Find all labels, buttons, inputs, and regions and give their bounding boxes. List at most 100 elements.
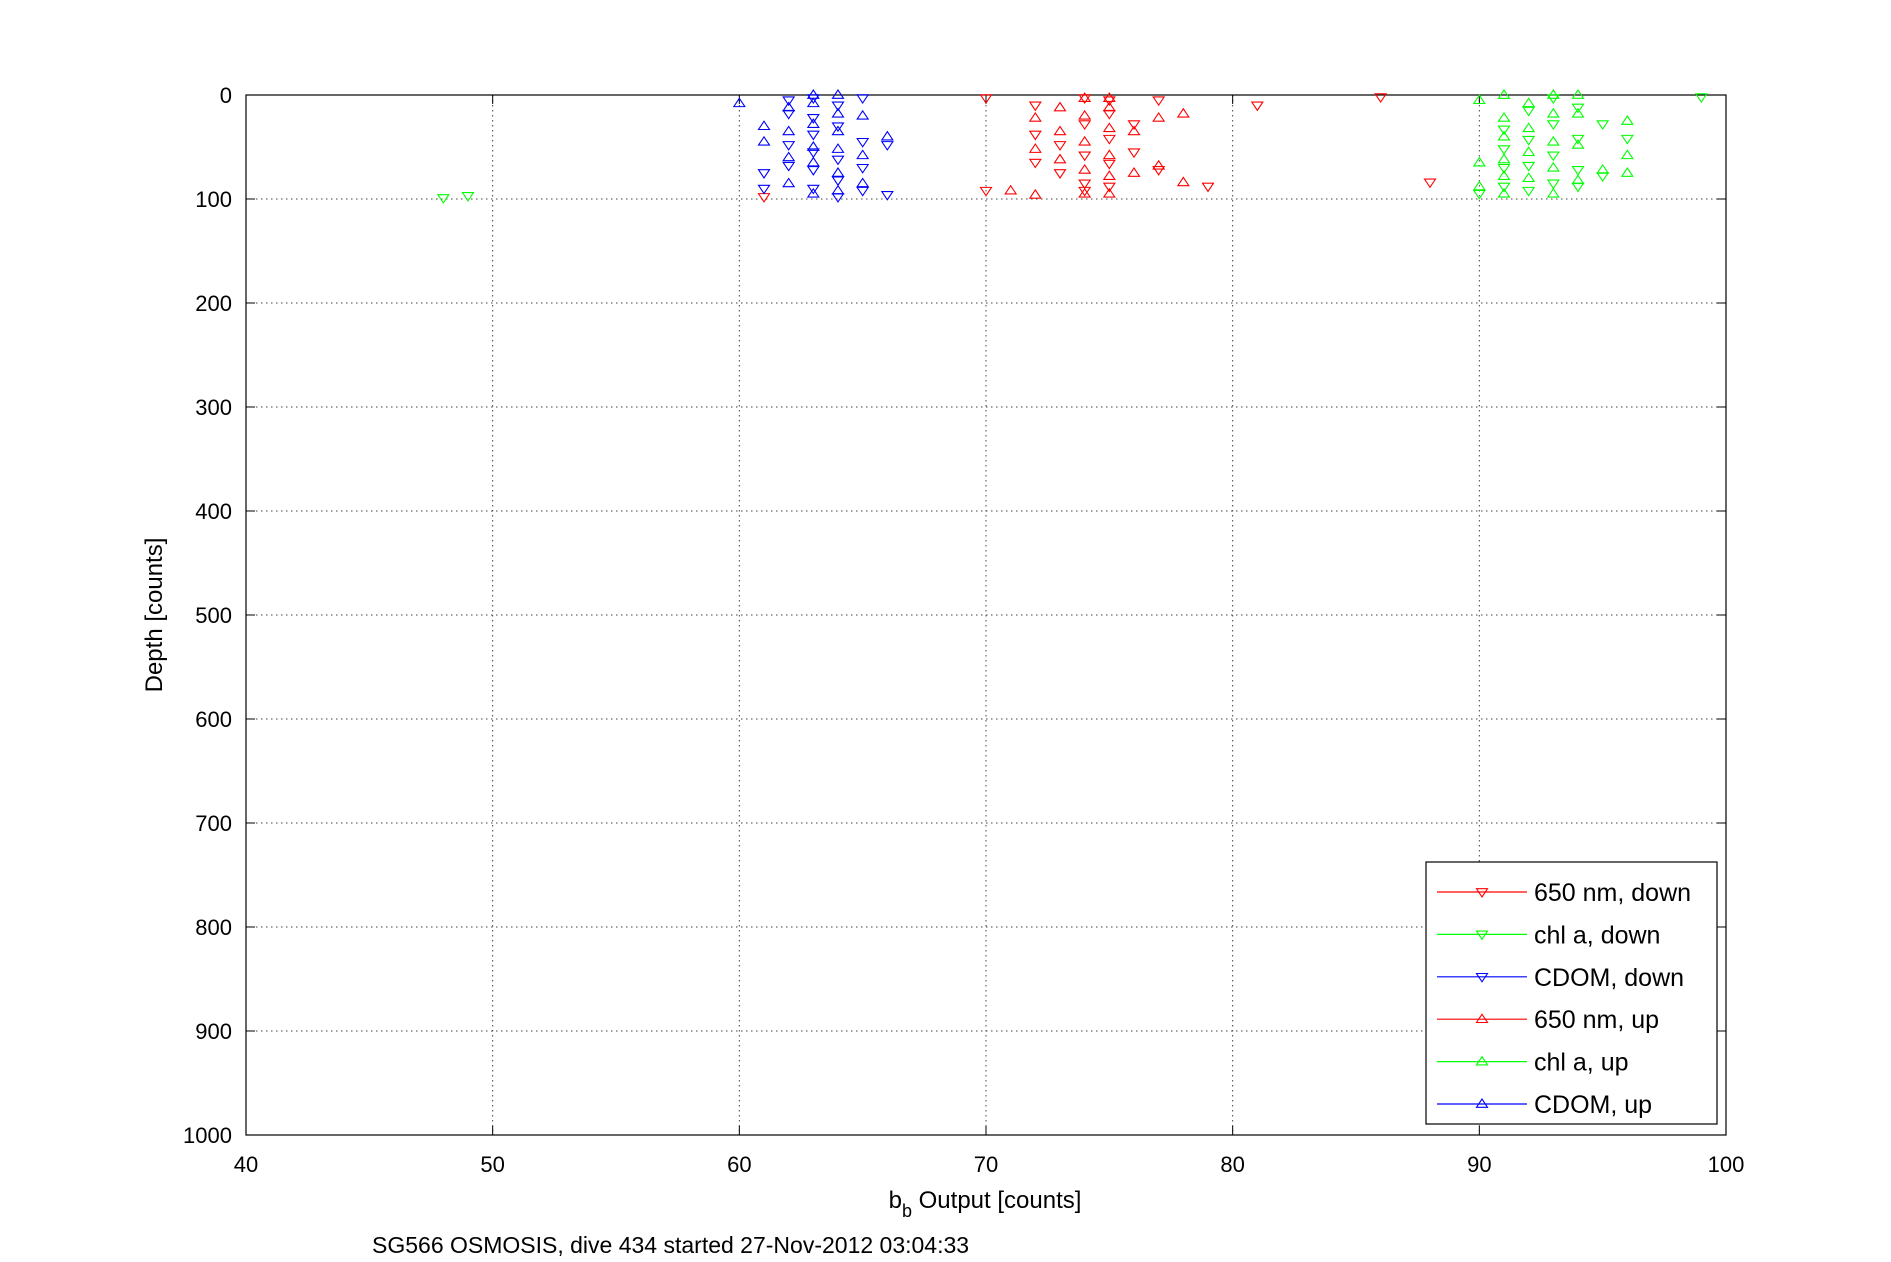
data-point-marker [831,167,845,177]
y-tick-label: 600 [195,707,232,732]
data-point-marker [1423,178,1437,189]
data-point-marker [831,155,845,166]
data-point-marker [1571,107,1585,118]
data-point-marker [1004,184,1018,195]
data-point-marker [782,177,796,188]
legend-marker [1475,1055,1489,1066]
legend-label: 650 nm, up [1534,1006,1659,1034]
data-point-marker [1546,107,1560,118]
data-point-marker [1053,101,1067,112]
legend-entry: CDOM, up [1437,1091,1652,1119]
data-point-marker [1078,135,1092,146]
data-point-marker [1522,97,1536,108]
data-point-marker [782,125,796,136]
legend-marker [1475,888,1489,898]
data-point-marker [1176,176,1190,187]
data-point-marker [806,97,820,108]
x-tick-label: 50 [480,1152,504,1177]
data-point-marker [1571,89,1585,99]
data-point-marker [1028,143,1042,153]
data-point-marker [1028,158,1042,169]
data-point-marker [1522,161,1536,172]
data-point-marker [1571,166,1585,176]
x-tick-labels: 40 50 60 70 80 90 100 [234,1152,1745,1177]
data-point-marker [1078,92,1092,102]
series-0-points [757,93,1437,203]
data-point-marker [1102,159,1116,170]
legend-marker [1475,1013,1489,1024]
data-point-marker [1546,120,1560,131]
data-point-marker [1127,167,1141,177]
data-point-marker [831,143,845,153]
data-point-marker [831,122,845,133]
data-point-marker [1620,149,1634,160]
data-point-marker [1053,169,1067,179]
data-point-marker [1078,179,1092,190]
data-point-marker [1201,182,1215,193]
data-point-marker [1497,111,1511,122]
data-point-marker [1250,101,1264,112]
series-5-points [732,89,894,198]
data-point-marker [1472,156,1486,167]
data-point-marker [979,94,993,105]
data-point-marker [1596,120,1610,131]
legend-marker [1475,930,1489,941]
legend-entry: CDOM, down [1437,964,1684,992]
legend-label: chl a, up [1534,1049,1629,1077]
data-point-marker [757,169,771,179]
data-point-marker [1078,187,1092,198]
data-point-marker [1522,135,1536,146]
x-tick-label: 60 [727,1152,751,1177]
data-point-marker [1102,101,1116,112]
data-point-marker [1028,130,1042,141]
data-point-marker [1152,159,1166,170]
data-point-marker [1546,94,1560,105]
data-point-marker [1472,189,1486,200]
data-point-marker [979,186,993,197]
legend-label: 650 nm, down [1534,879,1691,907]
data-point-marker [1596,163,1610,174]
y-tick-labels: 0 100 200 300 400 500 600 700 800 900 1000 [183,83,232,1148]
y-tick-label: 800 [195,915,232,940]
data-point-marker [1053,141,1067,151]
data-point-marker [806,148,820,159]
data-point-marker [806,130,820,141]
data-point-marker [1571,138,1585,149]
data-point-marker [1497,130,1511,141]
data-point-marker [1497,182,1511,193]
data-point-marker [1078,109,1092,120]
series-2-points [757,94,894,203]
data-point-marker [831,107,845,118]
data-point-marker [1053,153,1067,164]
legend-marker [1475,1098,1489,1108]
data-point-marker [806,114,820,124]
data-point-marker [806,118,820,128]
data-point-marker [1620,134,1634,145]
data-point-marker [1620,167,1634,177]
data-point-marker [1571,134,1585,145]
data-point-marker [1522,146,1536,157]
data-point-marker [1176,107,1190,118]
data-point-marker [1078,163,1092,174]
data-points [436,89,1708,204]
data-point-marker [806,156,820,167]
data-point-marker [856,137,870,148]
data-point-marker [1102,170,1116,180]
data-point-marker [1053,125,1067,136]
data-point-marker [831,193,845,203]
data-point-marker [1497,125,1511,136]
data-point-marker [806,141,820,151]
y-tick-label: 400 [195,499,232,524]
data-point-marker [880,130,894,141]
data-point-marker [1546,179,1560,190]
data-point-marker [1522,122,1536,133]
data-point-marker [831,176,845,187]
data-point-marker [1078,120,1092,131]
data-point-marker [1497,187,1511,198]
data-point-marker [1078,186,1092,197]
data-point-marker [461,192,475,202]
data-point-marker [806,94,820,105]
data-point-marker [1102,109,1116,120]
data-point-marker [806,166,820,176]
